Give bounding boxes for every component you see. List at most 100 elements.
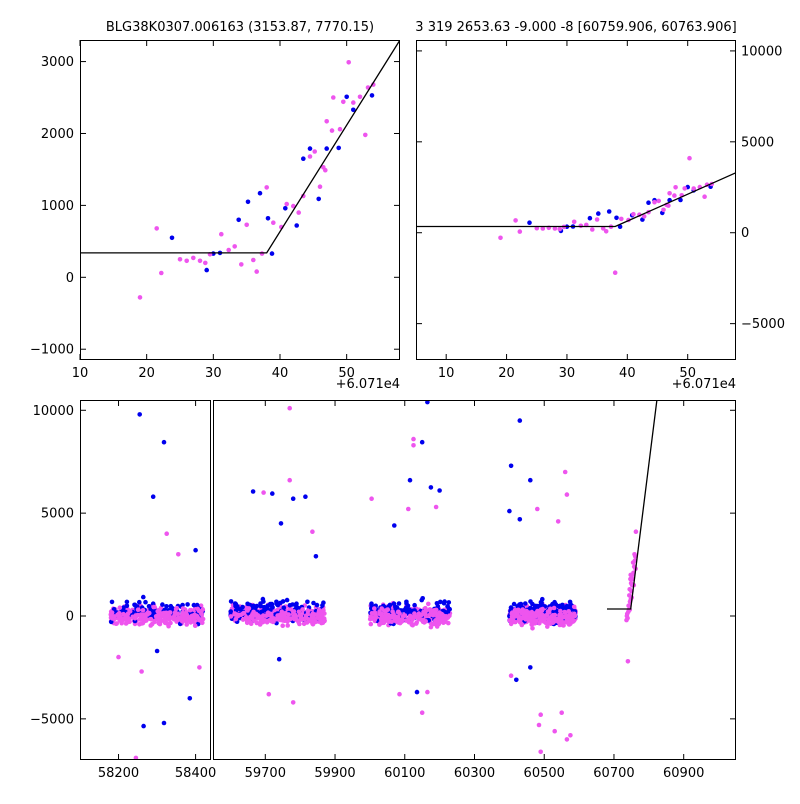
data-point: [280, 623, 286, 628]
data-point: [156, 612, 161, 618]
data-point: [260, 596, 266, 602]
data-point: [121, 611, 126, 617]
data-point: [363, 132, 368, 138]
data-point: [511, 601, 517, 607]
data-point: [172, 612, 177, 618]
data-point: [228, 609, 233, 614]
data-point: [552, 728, 557, 734]
data-point: [632, 554, 638, 559]
y-tick-label: 2000: [41, 127, 74, 142]
x-tick-label: 60900: [663, 766, 704, 781]
data-point: [137, 295, 143, 300]
data-point: [281, 612, 287, 618]
data-point: [126, 617, 132, 622]
data-point: [137, 412, 142, 417]
data-point: [197, 665, 202, 670]
x-tick-label: 58200: [98, 766, 139, 781]
data-point: [144, 618, 149, 623]
data-point: [561, 623, 566, 628]
data-point: [251, 257, 256, 263]
data-point: [414, 689, 420, 695]
data-point: [557, 622, 563, 628]
data-point: [537, 613, 542, 618]
data-point: [164, 604, 169, 609]
data-point: [321, 600, 326, 605]
data-point: [199, 619, 205, 624]
data-point: [329, 128, 335, 133]
data-point: [603, 229, 609, 234]
data-point: [157, 618, 162, 623]
data-point: [177, 257, 183, 262]
data-point: [344, 94, 350, 100]
data-point: [562, 469, 568, 475]
data-point: [617, 224, 623, 229]
data-point: [285, 619, 290, 624]
data-point: [117, 605, 123, 610]
top-right-title: 3 319 2653.63 -9.000 -8 [60759.906, 6076…: [415, 20, 736, 35]
data-point: [529, 610, 535, 616]
data-point: [324, 119, 330, 124]
data-point: [564, 492, 570, 497]
data-point: [425, 689, 430, 695]
data-point: [557, 226, 562, 232]
data-point: [271, 220, 276, 225]
data-point: [564, 603, 570, 609]
data-point: [667, 191, 672, 196]
data-point: [423, 608, 429, 614]
data-point: [257, 622, 263, 627]
data-point: [423, 619, 429, 624]
top-left-panel: BLG38K0307.006163 (3153.87, 7770.15) +6.…: [30, 20, 400, 392]
data-point: [578, 223, 584, 229]
data-point: [538, 618, 544, 623]
data-point: [431, 621, 437, 627]
data-point: [590, 227, 595, 232]
data-point: [565, 613, 571, 619]
data-point: [135, 607, 141, 612]
data-point: [317, 615, 323, 620]
data-point: [200, 607, 206, 612]
data-point: [419, 439, 425, 445]
axes-frame: [80, 40, 400, 360]
data-point: [559, 619, 565, 624]
data-point: [228, 614, 234, 619]
y-tick-label: −5000: [741, 317, 785, 332]
data-point: [528, 665, 533, 670]
data-point: [372, 606, 377, 611]
data-point: [411, 436, 416, 442]
data-point: [405, 603, 411, 609]
data-point: [628, 576, 633, 582]
data-point: [159, 270, 164, 276]
data-point: [566, 609, 571, 614]
data-point: [294, 617, 299, 622]
data-point: [233, 616, 239, 622]
data-point: [150, 601, 156, 606]
data-point: [310, 614, 316, 620]
data-point: [628, 572, 633, 578]
data-point: [528, 599, 533, 604]
y-tick-label: 5000: [741, 135, 774, 150]
data-point: [391, 601, 397, 606]
data-point: [510, 614, 516, 620]
data-point: [426, 601, 431, 607]
data-point: [301, 621, 307, 627]
x-tick-label: 20: [138, 366, 155, 381]
data-point: [141, 723, 146, 729]
y-tick-label: 0: [66, 610, 74, 625]
data-point: [507, 508, 512, 514]
data-point: [154, 226, 159, 231]
data-point: [557, 612, 563, 617]
data-point: [248, 614, 253, 620]
data-point: [290, 496, 296, 502]
data-point: [187, 696, 193, 701]
data-point: [137, 599, 142, 605]
data-point: [266, 691, 272, 697]
data-point: [433, 618, 438, 623]
data-point: [257, 190, 263, 196]
data-point: [551, 605, 557, 611]
x-tick-label: 60100: [384, 766, 425, 781]
data-point: [294, 223, 300, 228]
data-point: [240, 617, 246, 622]
data-point: [546, 609, 552, 615]
data-point: [519, 621, 524, 627]
data-point: [652, 199, 657, 205]
